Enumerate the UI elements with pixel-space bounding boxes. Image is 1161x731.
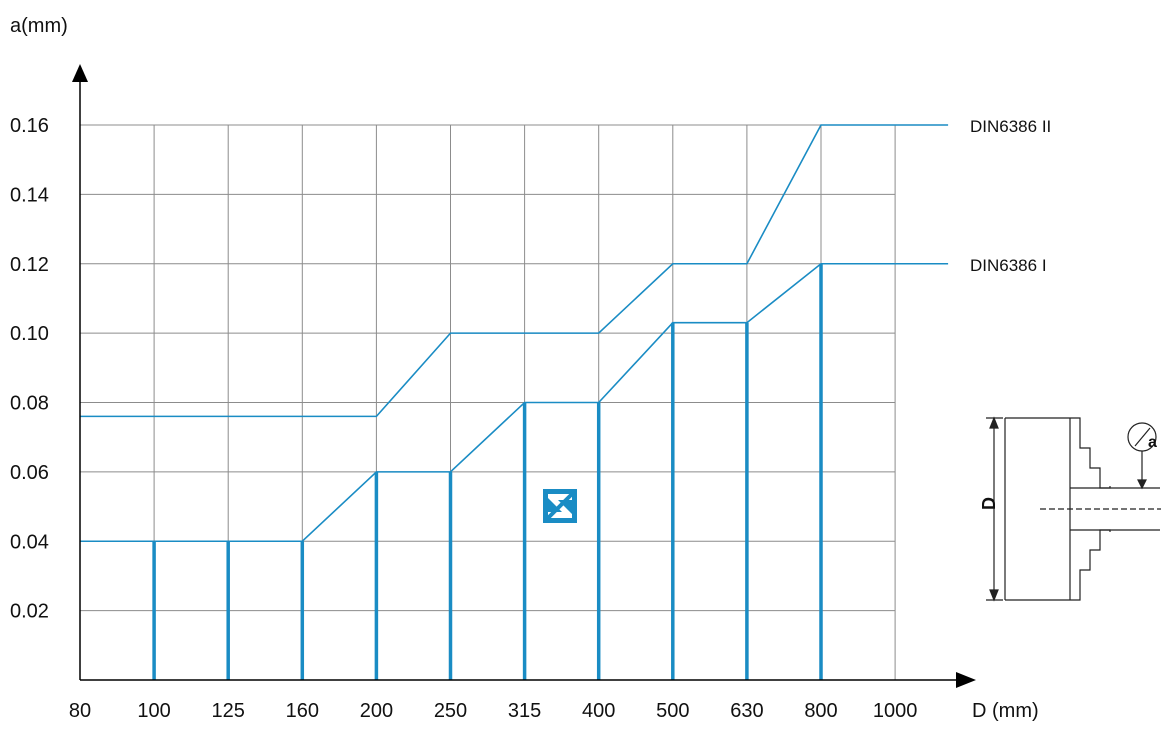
x-tick-630: 630 [730, 700, 763, 722]
chuck-diagram [986, 416, 1161, 602]
x-axis-title: D (mm) [972, 700, 1039, 722]
x-tick-500: 500 [656, 700, 689, 722]
x-tick-800: 800 [804, 700, 837, 722]
x-tick-200: 200 [360, 700, 393, 722]
gauge-label: a [1148, 434, 1157, 451]
y-axis-title: a(mm) [10, 15, 68, 37]
x-tick-labels: 80 100 125 160 200 250 315 400 500 630 800 1000 [69, 700, 917, 722]
y-tick-0.08: 0.08 [10, 393, 49, 415]
x-tick-80: 80 [69, 700, 91, 722]
y-tick-0.02: 0.02 [10, 601, 49, 623]
x-tick-250: 250 [434, 700, 467, 722]
x-tick-400: 400 [582, 700, 615, 722]
y-tick-0.10: 0.10 [10, 323, 49, 345]
x-tick-100: 100 [137, 700, 170, 722]
x-tick-315: 315 [508, 700, 541, 722]
x-tick-1000: 1000 [873, 700, 918, 722]
y-tick-0.14: 0.14 [10, 184, 49, 206]
x-tick-125: 125 [212, 700, 245, 722]
y-tick-0.04: 0.04 [10, 531, 49, 553]
y-tick-0.16: 0.16 [10, 115, 49, 137]
y-axis-arrow-icon [72, 64, 88, 82]
axes [72, 64, 976, 688]
x-tick-160: 160 [286, 700, 319, 722]
x-axis-arrow-icon [956, 672, 976, 688]
dimension-label: D [979, 497, 999, 510]
y-tick-0.06: 0.06 [10, 462, 49, 484]
y-tick-0.12: 0.12 [10, 254, 49, 276]
bars [152, 263, 823, 680]
grid [80, 124, 896, 680]
series-label-1: DIN6386 II [970, 117, 1051, 136]
series-lines [80, 124, 949, 543]
series-labels: DIN6386 II DIN6386 I [970, 117, 1051, 275]
brand-logo [543, 489, 577, 523]
series-label-2: DIN6386 I [970, 256, 1047, 275]
series-line-2 [80, 262, 949, 543]
y-tick-labels: 0.02 0.04 0.06 0.08 0.10 0.12 0.14 0.16 [10, 115, 49, 623]
series-line-1 [80, 124, 949, 418]
